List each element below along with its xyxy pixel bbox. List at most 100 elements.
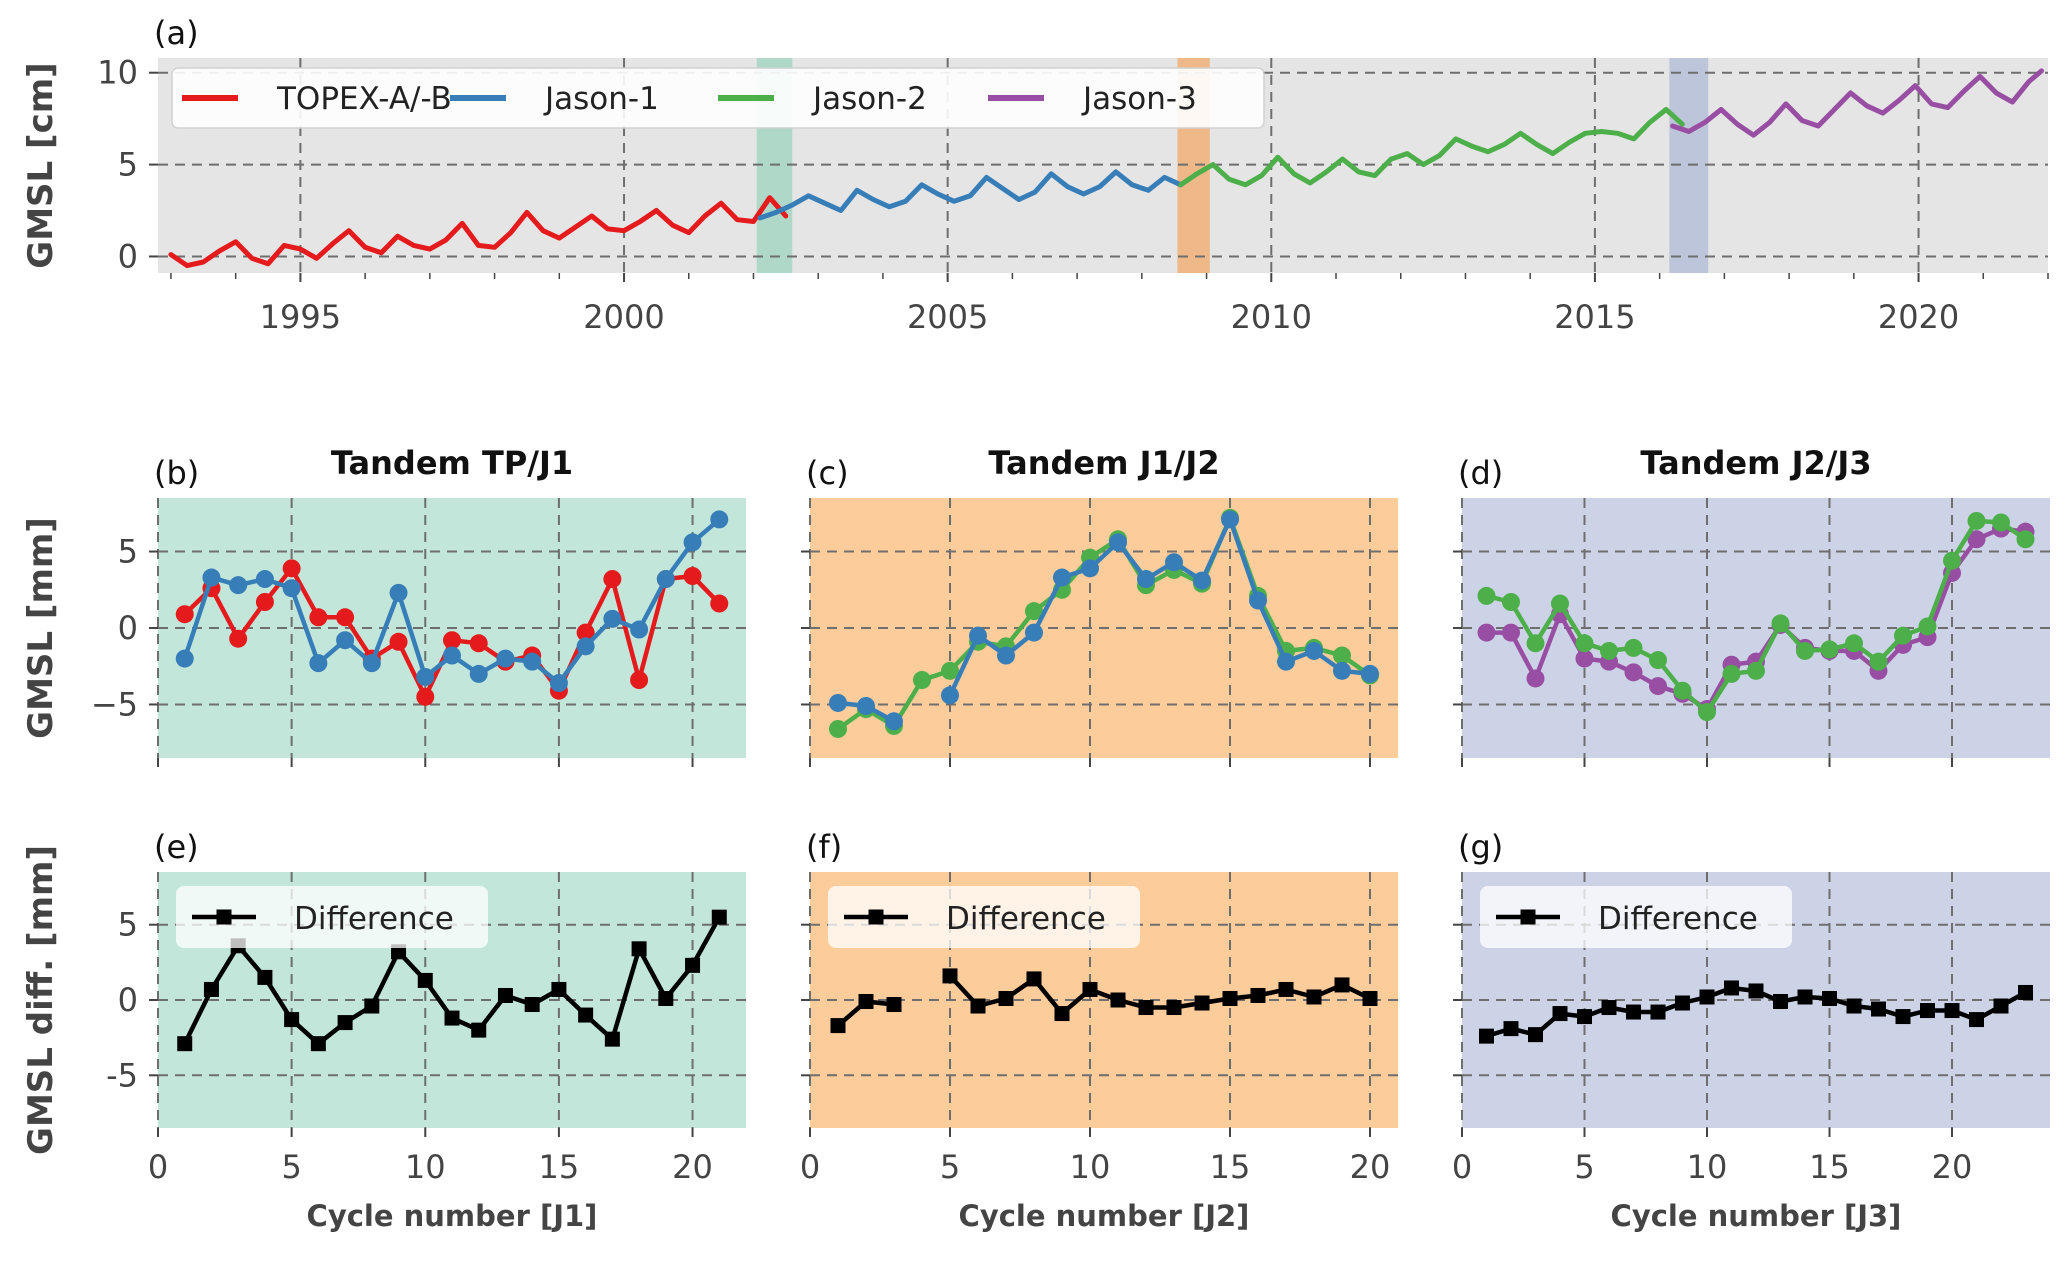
y-tick-label: 0 [118, 237, 138, 275]
data-point [1551, 594, 1569, 613]
data-point [1724, 980, 1739, 996]
data-point [1362, 990, 1378, 1006]
panel-label: (e) [154, 828, 199, 866]
data-point [444, 1010, 460, 1026]
series-difference [1479, 980, 2033, 1044]
data-point [524, 997, 540, 1013]
x-tick-label: 10 [405, 1148, 446, 1186]
x-axis-label: Cycle number [J1] [307, 1199, 598, 1233]
data-point [469, 634, 488, 653]
panel-label: (c) [806, 454, 849, 492]
data-point [1920, 1003, 1935, 1019]
x-tick-label: 15 [539, 1148, 580, 1186]
panel-title: Tandem J2/J3 [1640, 444, 1871, 482]
data-point [885, 712, 903, 731]
data-point [309, 608, 328, 627]
data-point [1944, 1003, 1960, 1019]
panel-title: Tandem J1/J2 [988, 444, 1219, 482]
panel-f: 0 5 10 15 20 (f) Cycle number [J2] Difference [800, 828, 1398, 1233]
data-point [364, 998, 380, 1014]
x-tick-label: 0 [800, 1148, 820, 1186]
data-point [1699, 989, 1715, 1005]
x-tick-label: 15 [1210, 1148, 1251, 1186]
data-point [255, 593, 274, 611]
data-point [284, 1012, 300, 1028]
legend-entry-jason-3: Jason-3 [1081, 81, 1197, 117]
data-point [523, 652, 542, 671]
data-point [1747, 661, 1765, 680]
data-point [257, 969, 273, 985]
data-point [1748, 983, 1764, 999]
data-point [1797, 989, 1813, 1005]
x-tick-label: 2020 [1878, 298, 1959, 336]
data-point [711, 909, 727, 925]
data-point [1277, 652, 1295, 671]
data-point [830, 1018, 846, 1034]
data-point [1675, 995, 1690, 1011]
y-tick-label: 0 [118, 981, 138, 1019]
data-point [1822, 990, 1837, 1006]
data-point [858, 994, 874, 1010]
data-point [576, 623, 595, 642]
data-point [282, 559, 301, 578]
data-point [1306, 989, 1322, 1005]
data-point [255, 570, 274, 589]
y-tick-label: -5 [106, 1056, 138, 1094]
data-point [282, 579, 301, 598]
legend: Difference [828, 886, 1140, 948]
data-point [1600, 641, 1618, 660]
data-point [389, 632, 408, 651]
data-point [1334, 977, 1350, 993]
y-axis-label: GMSL diff. [mm] [21, 845, 61, 1155]
data-point [2016, 530, 2035, 549]
data-point [1771, 614, 1790, 633]
series-jason-3 [1670, 68, 2044, 138]
data-point [1993, 998, 2009, 1014]
data-point [683, 533, 702, 552]
legend-entry-jason-1: Jason-1 [543, 81, 659, 117]
data-point [1895, 1009, 1911, 1025]
x-tick-label: 10 [1687, 1148, 1728, 1186]
y-tick-label: 5 [118, 906, 138, 944]
data-point [685, 957, 701, 973]
data-point [1477, 623, 1496, 642]
data-point [1673, 681, 1692, 700]
data-point [1845, 634, 1863, 653]
data-point [1649, 677, 1667, 696]
data-point [941, 661, 959, 680]
data-point [443, 631, 461, 650]
data-point [1361, 664, 1379, 683]
data-point [1601, 1000, 1617, 1016]
legend-entry-difference: Difference [1598, 901, 1758, 937]
x-tick-label: 5 [940, 1148, 960, 1186]
series-difference [830, 968, 1378, 1034]
data-point [1894, 626, 1912, 645]
x-tick-label: 20 [1350, 1148, 1391, 1186]
panel-e: 0 5 10 15 20 -5 0 5 (e) GMSL diff. [mm] Cycle numb… [21, 828, 746, 1233]
x-tick-label: 2010 [1231, 298, 1312, 336]
data-point [1333, 646, 1351, 665]
data-point [1025, 623, 1043, 642]
data-point [1477, 586, 1496, 605]
data-point [683, 567, 702, 585]
x-tick-label: 0 [148, 1148, 168, 1186]
panel-b: −5 0 5 (b) Tandem TP/J1 GMSL [mm] [21, 444, 746, 767]
legend-box [176, 886, 488, 948]
data-point [389, 583, 408, 602]
data-point [1138, 1000, 1154, 1016]
data-point [630, 671, 649, 689]
data-point [336, 631, 355, 650]
y-tick-label: 5 [118, 533, 138, 571]
panel-label: (a) [154, 14, 199, 52]
panel-label: (g) [1458, 828, 1503, 866]
data-point [1249, 591, 1267, 610]
data-point [1967, 511, 1986, 530]
data-point [710, 594, 729, 613]
data-point [631, 941, 647, 957]
data-point [2018, 984, 2033, 1000]
data-point [549, 674, 568, 693]
x-tick-label: 10 [1070, 1148, 1111, 1186]
data-point [1109, 533, 1127, 552]
data-point [1649, 651, 1667, 670]
data-point [941, 686, 959, 705]
